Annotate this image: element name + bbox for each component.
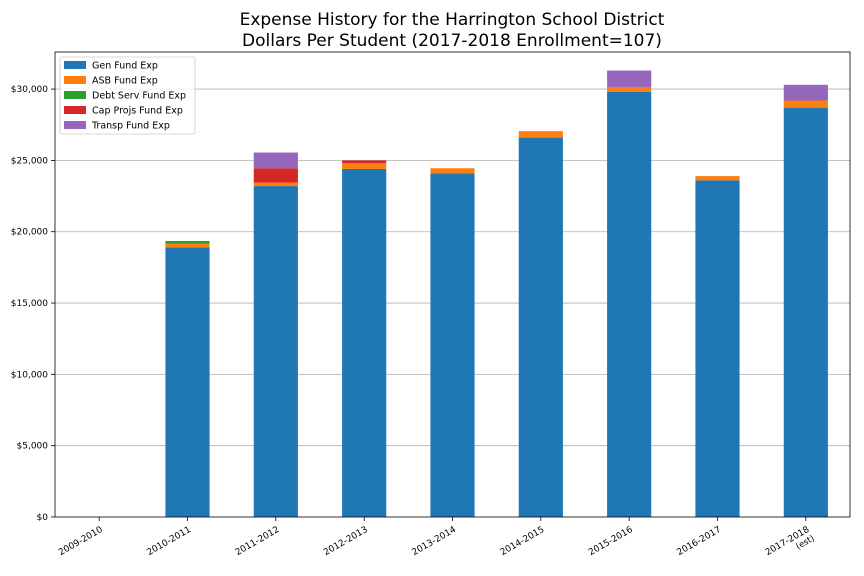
- bar-segment: [253, 186, 298, 517]
- bar-segment: [783, 107, 828, 517]
- bar-segment: [342, 163, 387, 169]
- bar-segment: [783, 84, 828, 101]
- x-tick-label: 2013-2014: [411, 525, 459, 558]
- bar-segment: [783, 100, 828, 108]
- y-tick-label: $30,000: [11, 85, 48, 95]
- legend-label: Debt Serv Fund Exp: [92, 91, 186, 102]
- y-tick-label: $20,000: [11, 228, 48, 238]
- x-tick-label: 2017-2018(est): [764, 525, 817, 567]
- bar-segment: [695, 176, 740, 181]
- bar-segment: [518, 131, 563, 138]
- bar-segment: [518, 137, 563, 517]
- bar-segment: [607, 91, 652, 517]
- legend: Gen Fund Exp ASB Fund Exp Debt Serv Fund E…: [59, 56, 196, 135]
- x-tick-label: 2011-2012: [234, 525, 281, 558]
- y-tick-label: $10,000: [11, 370, 48, 380]
- x-axis: 2009-2010 2010-2011 2011-2012 2012-2013 2013…: [57, 517, 817, 567]
- bar-segment: [430, 173, 475, 518]
- legend-swatch: [64, 61, 86, 69]
- bar-segment: [342, 168, 387, 517]
- bar-segment: [607, 86, 652, 92]
- chart-title-line-2: Dollars Per Student (2017-2018 Enrollmen…: [242, 31, 662, 51]
- y-tick-label: $25,000: [11, 156, 48, 166]
- bar-segment: [165, 247, 210, 517]
- bar-segment: [430, 168, 475, 174]
- x-tick-label: 2009-2010: [57, 525, 105, 558]
- x-tick-label: 2015-2016: [587, 525, 635, 558]
- bar-segment: [607, 70, 652, 87]
- bars: [165, 70, 828, 518]
- legend-swatch: [64, 106, 86, 114]
- bar-segment: [165, 243, 210, 248]
- x-tick-label: 2014-2015: [499, 525, 546, 558]
- legend-label: Cap Projs Fund Exp: [92, 106, 183, 117]
- bar-segment: [342, 160, 387, 164]
- legend-swatch: [64, 76, 86, 84]
- y-tick-label: $5,000: [17, 442, 49, 452]
- legend-swatch: [64, 121, 86, 129]
- bar-segment: [165, 240, 210, 244]
- legend-box: [59, 56, 196, 135]
- x-tick-label: 2012-2013: [322, 525, 369, 558]
- bar-segment: [253, 168, 298, 183]
- bar-segment: [253, 152, 298, 169]
- legend-items: Gen Fund Exp ASB Fund Exp Debt Serv Fund E…: [64, 61, 186, 132]
- y-tick-label: $15,000: [11, 299, 48, 309]
- legend-label: Transp Fund Exp: [91, 121, 170, 132]
- bar-segment: [695, 180, 740, 517]
- y-tick-label: $0: [37, 513, 49, 523]
- bar-segment: [253, 182, 298, 187]
- x-tick-label: 2010-2011: [146, 525, 193, 558]
- legend-label: ASB Fund Exp: [92, 76, 158, 87]
- chart-title-line-1: Expense History for the Harrington Schoo…: [240, 10, 665, 30]
- x-tick-label: 2016-2017: [676, 525, 723, 558]
- legend-swatch: [64, 91, 86, 99]
- y-axis: $0 $5,000 $10,000 $15,000 $20,000 $25,000 $30,…: [11, 85, 55, 523]
- legend-label: Gen Fund Exp: [92, 61, 158, 72]
